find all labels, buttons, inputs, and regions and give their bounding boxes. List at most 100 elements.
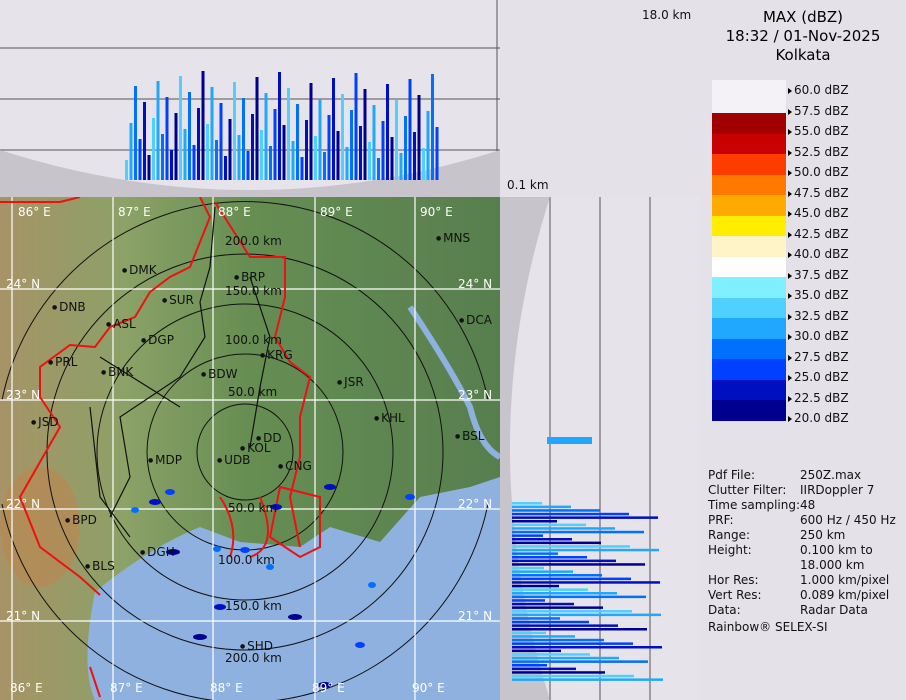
info-row: Time sampling: 48 <box>708 498 815 513</box>
city-marker: ● KHL <box>374 411 405 425</box>
info-key: Height: <box>708 543 752 557</box>
legend-panel: MAX (dBZ) 18:32 / 01-Nov-2025 Kolkata 60… <box>700 0 906 700</box>
cross-section-echo-bar <box>512 610 632 613</box>
longitude-label: 89° E <box>312 681 345 695</box>
cross-section-echo-bar <box>547 437 592 444</box>
cross-section-echo-bar <box>372 105 376 180</box>
cross-section-echo-bar <box>273 109 277 180</box>
legend-level-label: 32.5 dBZ <box>788 309 849 323</box>
cross-section-echo-bar <box>512 541 601 545</box>
range-ring-label: 50.0 km <box>228 501 278 515</box>
longitude-label: 88° E <box>210 681 243 695</box>
legend-color-band <box>712 297 786 318</box>
info-key: Data: <box>708 603 741 617</box>
cross-section-echo-bar <box>512 642 633 645</box>
city-dot-icon: ● <box>162 297 170 304</box>
info-key: Hor Res: <box>708 573 759 587</box>
range-ring-label: 200.0 km <box>225 651 282 665</box>
cross-section-echo-bar <box>512 584 559 588</box>
longitude-label: 90° E <box>412 681 445 695</box>
cross-section-echo-bar <box>350 110 353 180</box>
cross-section-echo-bar <box>192 145 196 180</box>
range-ring-label: 150.0 km <box>225 599 282 613</box>
legend-level-label: 42.5 dBZ <box>788 227 849 241</box>
city-dot-icon: ● <box>278 463 286 470</box>
legend-color-band <box>712 379 786 400</box>
cross-section-echo-bar <box>381 121 385 180</box>
cross-section-echo-bar <box>345 147 349 180</box>
cross-section-echo-bar <box>255 77 259 180</box>
radar-ppi-map[interactable]: 86° E 86° E 87° E 87° E 88° E 88° E 89° E 89° E… <box>0 197 500 700</box>
cross-section-echo-bar <box>512 638 604 642</box>
radar-echo <box>318 682 332 688</box>
cross-section-echo-bar <box>390 137 394 180</box>
cross-section-echo-bar <box>435 127 439 180</box>
city-label: KOL <box>247 441 271 455</box>
city-label: BPD <box>72 513 97 527</box>
latitude-label: 23° N <box>458 388 493 402</box>
cross-section-echo-bar <box>512 631 546 635</box>
info-value: 600 Hz / 450 Hz <box>800 513 896 527</box>
cross-section-echo-bar <box>512 628 647 631</box>
cross-section-echo-bar <box>512 595 646 599</box>
cross-section-echo-bar <box>512 520 557 523</box>
city-label: MNS <box>443 231 471 245</box>
info-row: PRF: 600 Hz / 450 Hz <box>708 513 896 528</box>
info-value: Radar Data <box>800 603 868 617</box>
cross-section-echo-bar <box>147 155 151 180</box>
city-dot-icon: ● <box>141 337 149 344</box>
cross-section-echo-bar <box>197 108 200 180</box>
legend-level-label: 40.0 dBZ <box>788 247 849 261</box>
cross-section-echo-bar <box>386 84 389 180</box>
city-dot-icon: ● <box>240 445 248 452</box>
cross-section-top-height-label: 18.0 km <box>642 8 692 22</box>
cross-section-echo-bar <box>512 509 600 512</box>
cross-section-echo-bar <box>512 545 630 548</box>
cross-section-echo-bar <box>287 88 290 180</box>
cross-section-echo-bar <box>368 142 371 180</box>
cross-section-echo-bar <box>242 98 245 180</box>
cross-section-echo-bar <box>426 111 430 180</box>
info-value: 250 km <box>800 528 846 542</box>
city-label: CNG <box>285 459 312 473</box>
city-dot-icon: ● <box>337 379 345 386</box>
cross-section-echo-bar <box>143 102 146 180</box>
cross-section-echo-bar <box>305 120 308 180</box>
cross-section-echo-bar <box>341 94 344 180</box>
info-row: Vert Res: 0.089 km/pixel <box>708 588 889 603</box>
city-label: BNK <box>108 365 134 379</box>
city-label: JSD <box>38 415 59 429</box>
info-value: 250Z.max <box>800 468 862 482</box>
city-marker: ● JSD <box>31 415 59 429</box>
city-marker: ● SHD <box>240 639 273 653</box>
cross-section-echo-bar <box>233 82 236 180</box>
legend-level-label: 27.5 dBZ <box>788 350 849 364</box>
cross-section-echo-bar <box>413 132 416 180</box>
info-row: Clutter Filter: IIRDoppler 7 <box>708 483 874 498</box>
city-marker: ● BLS <box>85 559 115 573</box>
info-value: 0.089 km/pixel <box>800 588 890 602</box>
radar-echo <box>165 489 175 495</box>
city-label: BLS <box>92 559 115 573</box>
cross-section-echo-bar <box>152 118 155 180</box>
cross-section-echo-bar <box>512 548 659 552</box>
cross-section-echo-bar <box>512 599 545 602</box>
info-row: Range: 250 km <box>708 528 845 543</box>
city-marker: ● BPD <box>65 513 97 527</box>
legend-level-label: 52.5 dBZ <box>788 145 849 159</box>
latitude-label: 22° N <box>6 497 41 511</box>
radar-echo <box>288 614 302 620</box>
legend-level-label: 45.0 dBZ <box>788 206 849 220</box>
city-label: KRG <box>267 348 293 362</box>
range-ring-label: 100.0 km <box>218 553 275 567</box>
latitude-label: 21° N <box>458 609 493 623</box>
city-dot-icon: ● <box>148 457 156 464</box>
city-marker: ● UDB <box>217 453 250 467</box>
cross-section-echo-bar <box>282 125 286 180</box>
legend-level-label: 60.0 dBZ <box>788 83 849 97</box>
city-dot-icon: ● <box>240 643 248 650</box>
info-key: Time sampling: <box>708 498 801 512</box>
legend-level-label: 37.5 dBZ <box>788 268 849 282</box>
cross-section-echo-bar <box>210 87 214 180</box>
city-label: JSR <box>344 375 364 389</box>
